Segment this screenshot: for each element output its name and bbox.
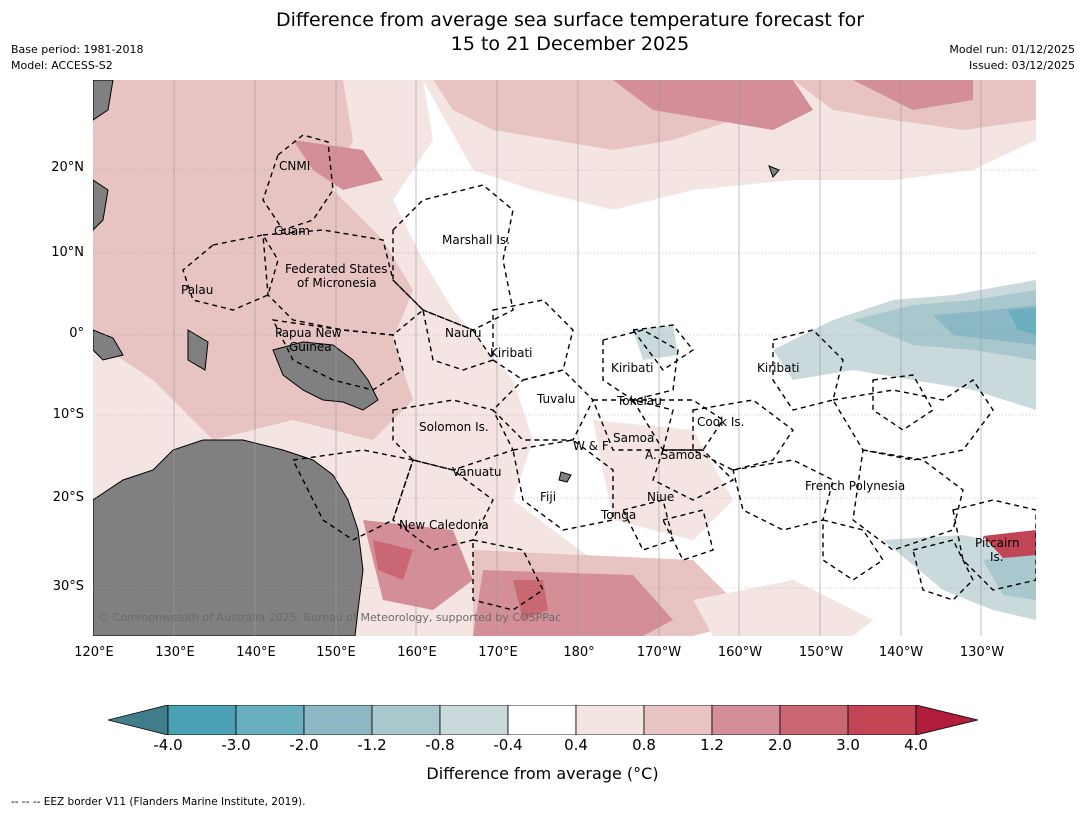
label-american-samoa: A. Samoa — [645, 448, 702, 462]
colorbar-bin-6 — [507, 705, 577, 735]
colorbar-bin-7 — [575, 705, 645, 735]
label-french-polynesia: French Polynesia — [805, 479, 905, 493]
colorbar-bin-10 — [779, 705, 849, 735]
colorbar-tick-3: -2.0 — [289, 736, 319, 754]
lon-label-150w: 150°W — [798, 645, 844, 660]
map-title: Difference from average sea surface temp… — [0, 8, 1085, 56]
lon-label-170w: 170°W — [636, 645, 682, 660]
label-fsm-2: of Micronesia — [297, 276, 377, 290]
colorbar-bin-8 — [643, 705, 713, 735]
eez-legend-note: -- -- -- EEZ border V11 (Flanders Marine… — [11, 796, 306, 808]
label-tokelau: Tokelau — [616, 394, 662, 408]
lon-label-140w: 140°W — [878, 645, 924, 660]
colorbar-tick-6: -0.4 — [493, 736, 523, 754]
label-vanuatu: Vanuatu — [452, 465, 502, 479]
label-new-caledonia: New Caledonia — [399, 518, 489, 532]
colorbar-tick-5: -0.8 — [425, 736, 455, 754]
colorbar-bin-4 — [371, 705, 441, 735]
place-labels: CNMI Guam Marshall Is. Federated States … — [181, 159, 1020, 564]
lon-label-120e: 120°E — [74, 645, 114, 660]
colorbar-bin-1 — [167, 705, 237, 735]
issued-date: Issued: 03/12/2025 — [968, 59, 1075, 72]
label-kiribati-west: Kiribati — [490, 346, 532, 360]
label-wallis-futuna: W & F — [573, 439, 609, 453]
label-tonga: Tonga — [600, 508, 636, 522]
label-cook: Cook Is. — [697, 415, 744, 429]
colorbar-tick-12: 4.0 — [904, 736, 928, 754]
model-run: Model run: 01/12/2025 — [949, 43, 1075, 56]
label-niue: Niue — [647, 490, 674, 504]
label-tuvalu: Tuvalu — [536, 392, 576, 406]
lon-label-160w: 160°W — [717, 645, 763, 660]
label-guam: Guam — [274, 224, 310, 238]
sst-map: CNMI Guam Marshall Is. Federated States … — [92, 79, 1037, 637]
label-marshall: Marshall Is. — [442, 233, 510, 247]
colorbar-low-extension — [108, 705, 169, 735]
title-line-1: Difference from average sea surface temp… — [275, 9, 865, 31]
label-cnmi: CNMI — [279, 159, 310, 173]
colorbar-bin-11 — [847, 705, 917, 735]
lat-label-20n: 20°N — [51, 160, 84, 175]
colorbar-tick-11: 3.0 — [836, 736, 860, 754]
copyright-notice: © Commonwealth of Australia 2025, Bureau… — [98, 611, 561, 624]
lon-label-160e: 160°E — [397, 645, 437, 660]
graticule — [93, 80, 1036, 636]
lon-label-140e: 140°E — [236, 645, 276, 660]
lon-label-130e: 130°E — [155, 645, 195, 660]
colorbar-tick-4: -1.2 — [357, 736, 387, 754]
label-kiribati-central: Kiribati — [611, 361, 653, 375]
colorbar-tick-8: 0.8 — [632, 736, 656, 754]
colorbar-bin-9 — [711, 705, 781, 735]
land-masses — [92, 79, 780, 637]
title-line-2: 15 to 21 December 2025 — [450, 33, 690, 55]
colorbar-tick-9: 1.2 — [700, 736, 724, 754]
lat-label-equator: 0° — [69, 326, 84, 341]
colorbar — [108, 705, 978, 735]
label-png-1: Papua New — [275, 326, 342, 340]
base-period: Base period: 1981-2018 — [11, 43, 144, 56]
model-name: Model: ACCESS-S2 — [11, 59, 113, 72]
label-palau: Palau — [181, 283, 213, 297]
label-nauru: Nauru — [445, 326, 481, 340]
colorbar-tick-10: 2.0 — [768, 736, 792, 754]
lat-label-30s: 30°S — [52, 579, 84, 594]
colorbar-tick-1: -4.0 — [153, 736, 183, 754]
label-png-2: Guinea — [289, 340, 332, 354]
label-pitcairn-2: Is. — [990, 550, 1004, 564]
lon-label-130w: 130°W — [959, 645, 1005, 660]
map-svg: CNMI Guam Marshall Is. Federated States … — [92, 79, 1037, 637]
label-samoa: Samoa — [613, 431, 654, 445]
label-fiji: Fiji — [540, 490, 556, 504]
meta-left: Base period: 1981-2018 Model: ACCESS-S2 — [11, 42, 143, 74]
meta-right: Model run: 01/12/2025 Issued: 03/12/2025 — [949, 42, 1075, 74]
colorbar-bin-2 — [235, 705, 305, 735]
lat-label-20s: 20°S — [52, 490, 84, 505]
lon-label-170e: 170°E — [478, 645, 518, 660]
label-pitcairn-1: Pitcairn — [975, 536, 1020, 550]
colorbar-bin-3 — [303, 705, 373, 735]
lat-label-10s: 10°S — [52, 407, 84, 422]
label-kiribati-east: Kiribati — [757, 361, 799, 375]
colorbar-label: Difference from average (°C) — [426, 764, 659, 783]
lon-label-150e: 150°E — [316, 645, 356, 660]
lon-label-180: 180° — [563, 645, 595, 660]
cool-anomalies — [633, 280, 1036, 620]
colorbar-tick-7: 0.4 — [564, 736, 588, 754]
colorbar-bin-5 — [439, 705, 509, 735]
lat-label-10n: 10°N — [51, 245, 84, 260]
label-solomon: Solomon Is. — [419, 420, 489, 434]
colorbar-tick-2: -3.0 — [221, 736, 251, 754]
label-fsm-1: Federated States — [285, 262, 387, 276]
colorbar-high-extension — [915, 705, 978, 735]
